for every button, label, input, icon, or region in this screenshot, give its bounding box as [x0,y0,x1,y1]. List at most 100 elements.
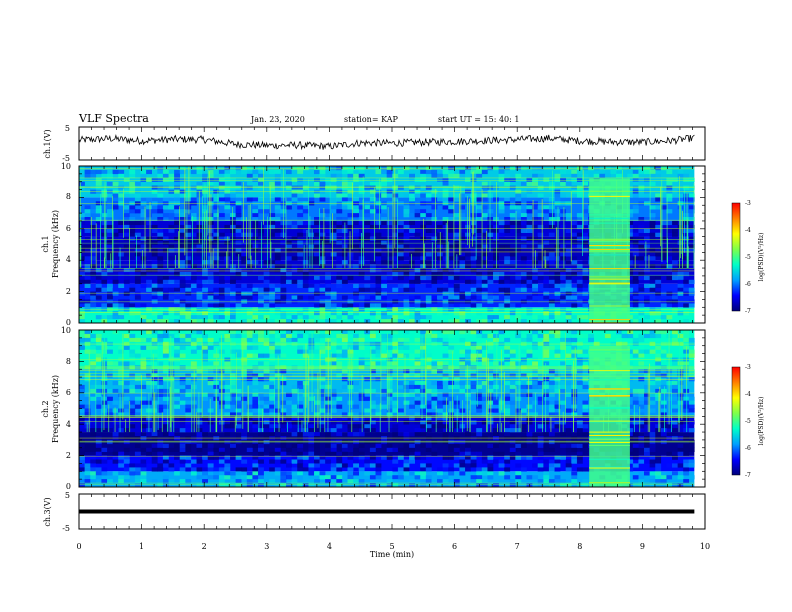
spectrogram-cell [202,361,208,366]
spectrogram-cell [364,459,371,464]
spectrogram-cell [666,209,673,214]
spectrogram-cell [196,443,203,448]
spectrogram-cell [196,315,203,320]
spectrogram-cell [576,381,583,386]
spectrogram-cell [179,315,186,320]
spectrogram-cell [627,432,634,437]
spectrogram-cell [425,447,432,452]
spectrogram-cell [369,197,376,202]
spectrogram-cell [526,275,533,281]
spectrogram-cell [297,252,304,257]
spectrogram-cell [241,232,248,237]
spectrogram-cell [465,455,471,460]
spectrogram-cell [375,232,382,237]
spectrogram-cell [246,392,253,397]
spectrogram-cell [638,333,645,339]
spectrogram-cell [79,205,85,210]
spectrogram-cell [258,459,264,464]
spectrogram-cell [520,361,527,366]
spectrogram-cell [174,404,180,409]
spectrogram-cell [632,193,639,198]
spectrogram-cell [185,217,192,222]
spectrogram-cell [79,455,85,460]
spectrogram-cell [504,248,511,253]
spectrogram-cell [660,424,667,429]
spectrogram-cell [263,252,270,257]
spectrogram-cell [134,396,141,401]
spectrogram-cell [520,333,527,339]
spectrogram-cell [224,365,231,370]
spectrogram-cell [162,240,169,245]
spectrogram-cell [548,252,555,257]
spectrogram-cell [403,345,410,350]
spectrogram-cell [364,408,371,413]
spectrogram-cell [286,244,292,249]
spectrogram-cell [241,361,248,366]
spectrogram-cell [129,404,136,409]
spectrogram-cell [683,337,690,343]
spectrogram-cell [140,264,147,269]
spectrogram-cell [627,209,634,214]
spectrogram-cell [207,443,214,448]
spectrogram-cell [560,365,566,370]
spectrogram-cell [258,400,264,405]
spectrogram-cell [213,369,220,374]
spectrogram-cell [386,388,393,394]
spectrogram-cell [481,283,488,288]
spectrogram-cell [353,303,359,308]
spectrogram-cell [258,412,264,417]
spectrogram-cell [129,268,136,273]
spectrogram-cell [448,244,455,249]
spectrogram-cell [79,447,85,452]
spectrogram-cell [90,349,97,354]
spectrogram-cell [353,220,359,226]
spectrogram-cell [129,260,136,265]
spectrogram-cell [230,217,236,222]
spectrogram-cell [526,205,533,210]
spectrogram-cell [520,443,527,448]
spectrogram-cell [218,455,225,460]
spectrogram-cell [258,396,264,401]
spectrogram-cell [280,268,287,273]
spectrogram-cell [107,455,113,460]
spectrogram-cell [688,400,695,405]
spectrogram-cell [79,396,85,401]
spectrogram-cell [179,400,186,405]
spectrogram-cell [459,388,466,394]
spectrogram-cell [336,333,343,339]
spectrogram-cell [543,264,550,269]
spectrogram-cell [409,283,415,288]
spectrogram-cell [655,287,662,292]
spectrogram-cell [493,432,499,437]
spectrogram-cell [341,169,348,175]
spectrogram-cell [364,388,371,394]
spectrogram-cell [347,381,354,386]
spectrogram-cell [90,252,97,257]
spectrogram-cell [548,181,555,186]
spectrogram-cell [129,303,136,308]
spectrogram-cell [644,384,650,390]
spectrogram-cell [520,337,527,343]
spectrogram-cell [644,319,650,324]
spectrogram-cell [604,173,611,178]
spectrogram-cell [207,169,214,175]
spectrogram-cell [274,365,281,370]
spectrogram-cell [174,166,180,171]
spectrogram-cell [481,260,488,265]
spectrogram-cell [660,264,667,269]
spectrogram-cell [520,272,527,277]
spectrogram-cell [453,396,460,401]
spectrogram-cell [123,236,130,241]
spectrogram-cell [168,264,175,269]
spectrogram-cell [347,416,354,421]
spectrogram-cell [649,232,656,237]
spectrogram-cell [162,169,169,175]
spectrogram-cell [224,412,231,417]
spectrogram-cell [146,240,152,245]
spectrogram-cell [134,337,141,343]
spectrogram-cell [196,392,203,397]
spectrogram-cell [252,330,259,335]
spectrogram-cell [224,193,231,198]
spectrogram-cell [302,295,309,300]
spectrogram-cell [291,299,298,304]
